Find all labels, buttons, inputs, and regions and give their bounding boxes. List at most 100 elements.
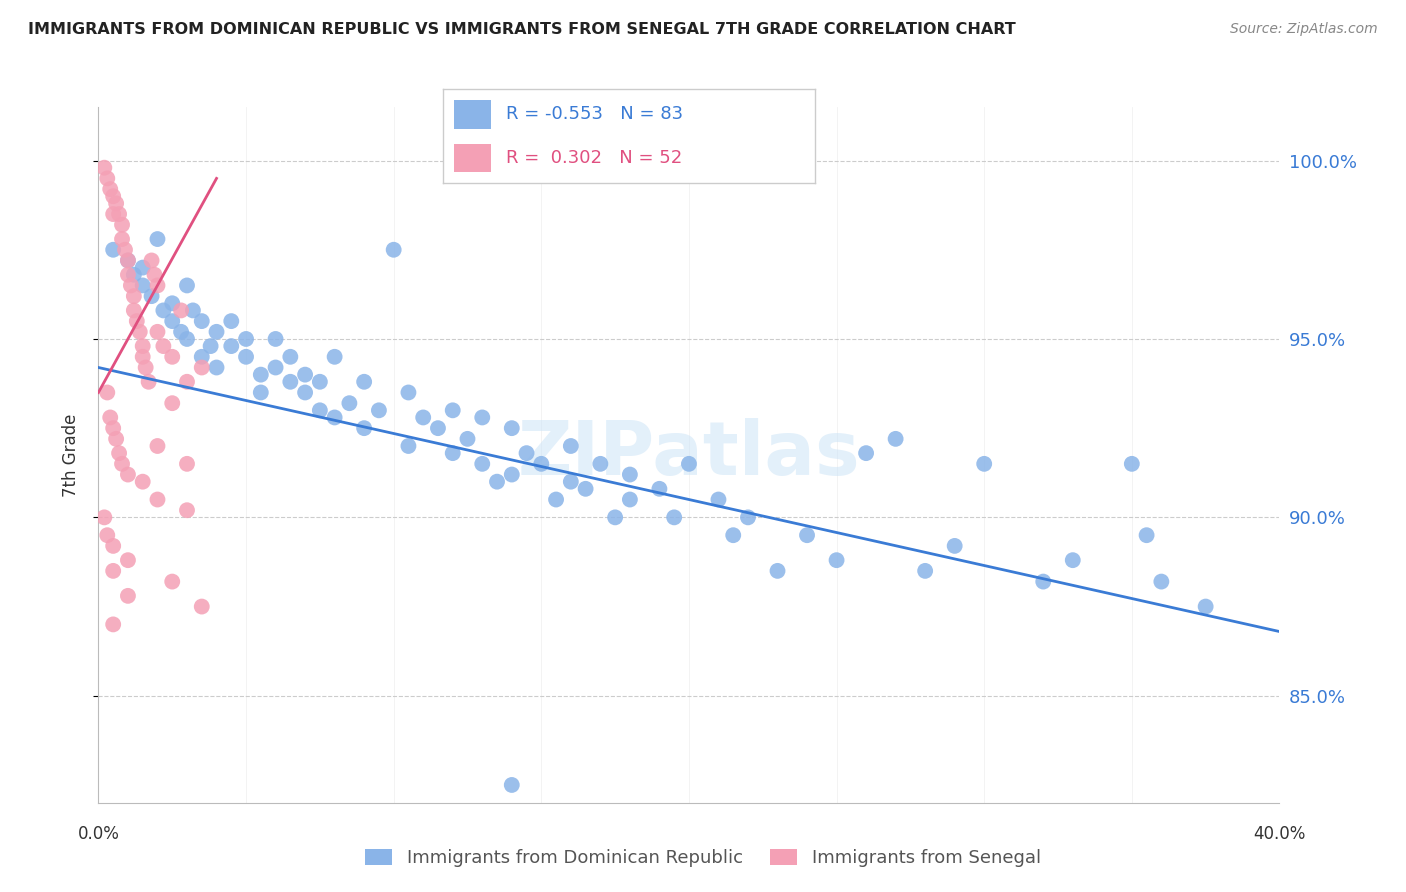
Text: IMMIGRANTS FROM DOMINICAN REPUBLIC VS IMMIGRANTS FROM SENEGAL 7TH GRADE CORRELAT: IMMIGRANTS FROM DOMINICAN REPUBLIC VS IM… (28, 22, 1017, 37)
Point (339, 396, 360, 410)
Point (973, 457, 995, 471)
Point (162, 314, 183, 328)
Point (146, 492, 169, 507)
Point (619, 492, 641, 507)
Point (278, 350, 302, 364)
Point (170, 325, 193, 339)
Point (412, 410, 434, 425)
Point (664, 510, 686, 524)
Point (103, 207, 125, 221)
Point (191, 350, 214, 364)
Point (191, 599, 214, 614)
Text: R = -0.553   N = 83: R = -0.553 N = 83 (506, 105, 683, 123)
Point (191, 360, 214, 375)
Point (678, 457, 700, 471)
Point (456, 432, 478, 446)
Point (152, 303, 174, 318)
Point (707, 492, 730, 507)
Point (191, 314, 214, 328)
Point (162, 350, 183, 364)
Text: Source: ZipAtlas.com: Source: ZipAtlas.com (1230, 22, 1378, 37)
Point (176, 278, 198, 293)
Point (574, 482, 596, 496)
Point (122, 303, 145, 318)
Point (105, 196, 128, 211)
Text: 0.0%: 0.0% (77, 825, 120, 843)
Point (162, 396, 183, 410)
Text: ZIPatlas: ZIPatlas (517, 418, 860, 491)
Point (117, 553, 139, 567)
Y-axis label: 7th Grade: 7th Grade (62, 413, 80, 497)
Point (132, 278, 155, 293)
Point (98, 182, 121, 196)
Point (103, 617, 125, 632)
Point (309, 403, 332, 417)
Point (323, 350, 346, 364)
Point (235, 350, 257, 364)
Point (114, 243, 136, 257)
Point (737, 510, 759, 524)
Point (471, 457, 494, 471)
Legend: Immigrants from Dominican Republic, Immigrants from Senegal: Immigrants from Dominican Republic, Immi… (359, 841, 1047, 874)
Point (546, 492, 568, 507)
Point (589, 457, 612, 471)
Point (125, 314, 148, 328)
Point (221, 314, 243, 328)
Point (117, 268, 139, 282)
Point (128, 325, 150, 339)
Point (441, 446, 464, 460)
Point (605, 510, 627, 524)
Point (146, 232, 169, 246)
Point (108, 207, 131, 221)
Point (1121, 457, 1143, 471)
Point (619, 467, 641, 482)
Point (396, 385, 419, 400)
Point (132, 350, 155, 364)
Point (205, 360, 228, 375)
Point (294, 385, 316, 400)
Point (103, 564, 125, 578)
Point (309, 375, 332, 389)
Text: R =  0.302   N = 52: R = 0.302 N = 52 (506, 149, 682, 167)
Bar (454, 101, 491, 128)
Point (278, 375, 302, 389)
Point (122, 289, 145, 303)
Point (294, 368, 316, 382)
Point (117, 253, 139, 268)
Point (825, 553, 848, 567)
Point (122, 268, 145, 282)
Point (146, 439, 169, 453)
Point (98, 410, 121, 425)
Point (560, 439, 582, 453)
Bar (454, 144, 491, 171)
Point (141, 289, 163, 303)
Point (132, 475, 155, 489)
Point (200, 339, 222, 353)
Point (96, 528, 118, 542)
Point (117, 253, 139, 268)
Point (105, 432, 128, 446)
Point (914, 564, 936, 578)
Point (796, 528, 818, 542)
Point (111, 232, 134, 246)
Point (96, 385, 118, 400)
Point (221, 339, 243, 353)
Point (170, 303, 193, 318)
Point (1150, 574, 1173, 589)
Point (146, 325, 169, 339)
Point (723, 528, 745, 542)
Point (560, 475, 582, 489)
Point (135, 360, 157, 375)
Point (323, 410, 346, 425)
Point (162, 296, 183, 310)
Point (103, 539, 125, 553)
Point (205, 325, 228, 339)
Point (111, 218, 134, 232)
Point (235, 332, 257, 346)
Point (181, 303, 204, 318)
Point (855, 446, 877, 460)
Point (146, 278, 169, 293)
Point (117, 467, 139, 482)
Point (1062, 553, 1084, 567)
Point (108, 446, 131, 460)
